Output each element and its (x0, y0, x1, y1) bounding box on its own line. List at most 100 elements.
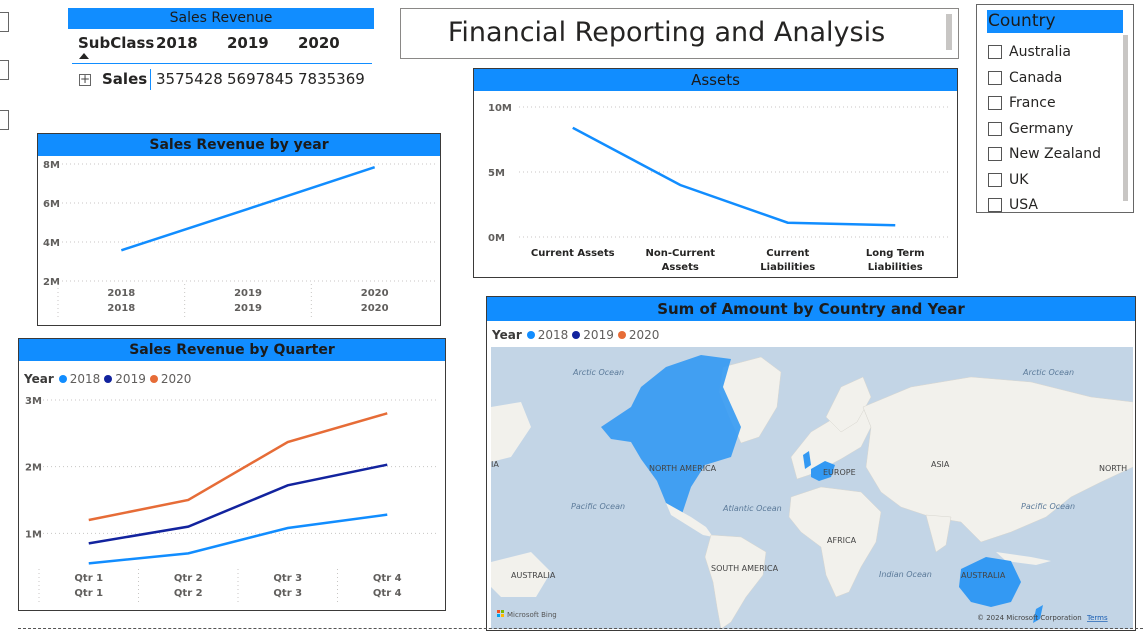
australia-left-fragment-shape (491, 552, 551, 597)
series-line-2019 (88, 463, 388, 545)
y-tick-label: 10M (488, 103, 512, 114)
x-subtick-label: 2018 (107, 303, 135, 314)
slicer-item-new-zealand[interactable]: New Zealand (988, 145, 1101, 163)
india-shape (925, 514, 952, 553)
map-label-australia-left: AUSTRALIA (511, 571, 556, 580)
x-tick-label: Current (766, 248, 809, 259)
world-map[interactable]: Arctic Ocean Arctic Ocean Pacific Ocean … (491, 347, 1133, 629)
map-terms-link[interactable]: Terms (1086, 614, 1108, 622)
checkbox[interactable] (988, 71, 1002, 85)
sum-of-amount-map[interactable]: Sum of Amount by Country and Year Year 2… (486, 296, 1136, 631)
x-tick-label: 2019 (234, 288, 262, 299)
legend-item-2019[interactable]: 2019 (572, 328, 614, 342)
assets-line-chart[interactable]: 10M 5M 0M Current Assets Non-Current Assets Cu… (474, 91, 957, 277)
map-label-arctic-left: Arctic Ocean (572, 368, 624, 377)
legend-dot (617, 331, 626, 339)
central-america-shape (666, 503, 713, 537)
left-rail (0, 0, 12, 632)
legend-label: 2020 (628, 328, 660, 342)
matrix-header-2018[interactable]: 2018 (156, 34, 198, 52)
legend-item-2020[interactable]: 2020 (617, 328, 660, 342)
legend-label: 2019 (115, 372, 146, 386)
sales-revenue-by-year-chart[interactable]: Sales Revenue by year 8M 6M 4M 2M 2018 2019 20… (37, 133, 441, 326)
asia-shape (862, 376, 1133, 543)
x-tick-label: Non-Current (645, 248, 715, 259)
matrix-cell-2020: 7835369 (298, 70, 365, 88)
map-label-south-america: SOUTH AMERICA (711, 564, 779, 573)
matrix-row-label: Sales (102, 70, 148, 88)
legend-dot (149, 375, 158, 383)
model-view-icon[interactable] (0, 110, 9, 130)
legend-dot (572, 331, 581, 339)
chart-title: Sales Revenue by Quarter (19, 339, 445, 361)
x-tick-label: Liabilities (868, 262, 923, 273)
australia-shape (959, 557, 1021, 607)
slicer-item-usa[interactable]: USA (988, 196, 1038, 214)
x-tick-label: Qtr 2 (174, 573, 203, 584)
checkbox[interactable] (988, 147, 1002, 161)
north-america-shape (601, 355, 741, 517)
report-view-icon[interactable] (0, 12, 9, 32)
map-label-australia-right: AUSTRALIA (961, 571, 1006, 580)
matrix-header-2019[interactable]: 2019 (227, 34, 269, 52)
legend-item-2018[interactable]: 2018 (58, 372, 101, 386)
series-line-2020 (88, 412, 388, 522)
map-label-north-america: NORTH AMERICA (649, 464, 717, 473)
yearly-line-chart[interactable]: 8M 6M 4M 2M 2018 2019 2020 2018 2019 2020 (38, 156, 440, 325)
slicer-title: Country (987, 10, 1123, 33)
slicer-item-uk[interactable]: UK (988, 171, 1028, 189)
checkbox[interactable] (988, 122, 1002, 136)
indonesia-shape (996, 552, 1051, 565)
x-tick-label: Long Term (866, 248, 925, 259)
x-tick-label: Liabilities (760, 262, 815, 273)
checkbox[interactable] (988, 45, 1002, 59)
slicer-item-france[interactable]: France (988, 94, 1056, 112)
assets-chart[interactable]: Assets 10M 5M 0M Current Assets Non-Current A… (473, 68, 958, 278)
matrix-header-subclass[interactable]: SubClass (78, 34, 155, 52)
page-title: Financial Reporting and Analysis (447, 17, 886, 48)
legend-title: Year (24, 372, 54, 386)
expand-icon[interactable]: + (79, 72, 91, 86)
map-label-pacific-left: Pacific Ocean (571, 502, 625, 511)
legend-item-2020[interactable]: 2020 (149, 372, 192, 386)
sales-revenue-matrix[interactable]: Sales Revenue SubClass 2018 2019 2020 + … (68, 8, 374, 96)
x-subtick-label: 2020 (361, 303, 389, 314)
checkbox[interactable] (988, 198, 1002, 212)
map-legend[interactable]: Year 2018 2019 2020 (492, 328, 663, 342)
matrix-header-2020[interactable]: 2020 (298, 34, 340, 52)
legend-label: 2019 (583, 328, 614, 342)
legend-label: 2020 (160, 372, 192, 386)
legend-dot (58, 375, 67, 383)
checkbox[interactable] (988, 173, 1002, 187)
title-scrollbar[interactable] (946, 14, 952, 50)
map-label-africa: AFRICA (827, 536, 857, 545)
table-view-icon[interactable] (0, 60, 9, 80)
matrix-header-divider (72, 63, 372, 64)
quarter-legend[interactable]: Year 2018 2019 2020 (24, 372, 195, 386)
legend-item-2019[interactable]: 2019 (104, 372, 146, 386)
quarterly-line-chart[interactable]: 3M 2M 1M Qtr 1 Qtr 2 Qtr 3 Qtr 4 Qtr 1 Qtr 2 Qtr … (19, 361, 445, 610)
x-tick-label: Qtr 4 (373, 573, 402, 584)
report-title-card: Financial Reporting and Analysis (400, 8, 959, 59)
y-tick-label: 2M (43, 277, 60, 288)
series-line-2018 (88, 513, 388, 565)
checkbox[interactable] (988, 96, 1002, 110)
legend-item-2018[interactable]: 2018 (526, 328, 568, 342)
x-tick-label: 2020 (361, 288, 389, 299)
slicer-item-label: France (1009, 95, 1056, 111)
slicer-item-label: Canada (1009, 70, 1063, 86)
sales-revenue-by-quarter-chart[interactable]: Sales Revenue by Quarter Year 2018 2019 … (18, 338, 446, 611)
slicer-item-australia[interactable]: Australia (988, 43, 1071, 61)
slicer-item-canada[interactable]: Canada (988, 69, 1062, 87)
map-copyright: © 2024 Microsoft Corporation (977, 614, 1082, 622)
slicer-scrollbar[interactable] (1123, 35, 1128, 201)
slicer-item-label: UK (1009, 172, 1029, 188)
country-slicer[interactable]: Country Australia Canada France Germany … (976, 4, 1134, 213)
legend-label: 2018 (69, 372, 101, 386)
matrix-cell-2018: 3575428 (156, 70, 223, 88)
bing-logo: Microsoft Bing (497, 610, 557, 619)
slicer-item-germany[interactable]: Germany (988, 120, 1073, 138)
x-subtick-label: Qtr 2 (174, 588, 203, 599)
x-subtick-label: Qtr 4 (373, 588, 402, 599)
slicer-item-label: Germany (1009, 121, 1074, 137)
